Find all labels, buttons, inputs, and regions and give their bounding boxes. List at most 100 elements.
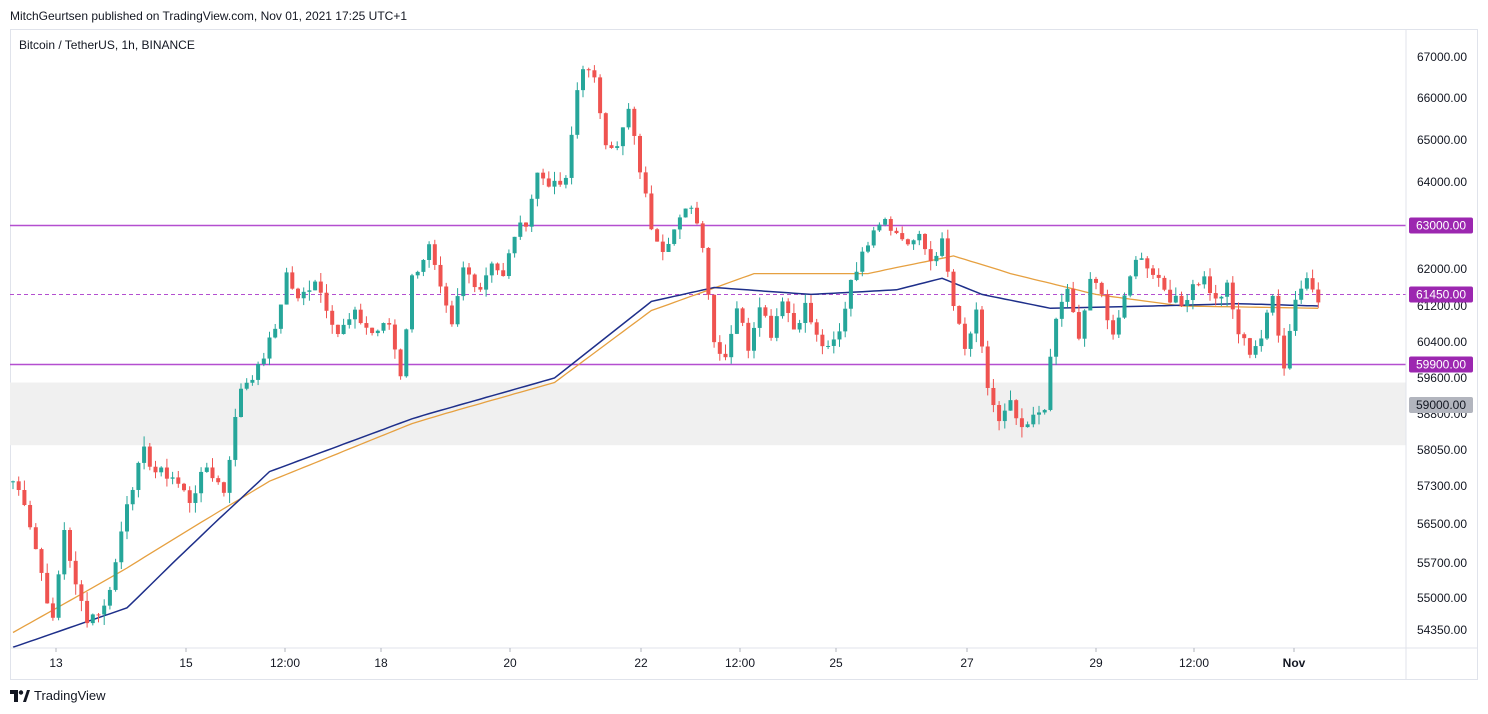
- candle: [797, 319, 802, 333]
- candle: [1094, 276, 1098, 290]
- candle: [1139, 252, 1144, 260]
- y-tick-label: 55700.00: [1417, 556, 1467, 570]
- candle-body: [506, 253, 511, 277]
- candle-body: [478, 287, 483, 290]
- candle-body: [484, 275, 489, 290]
- candle: [1173, 287, 1178, 304]
- candle: [586, 67, 591, 78]
- candle: [803, 294, 808, 333]
- candle: [1316, 282, 1321, 308]
- candle: [432, 239, 437, 270]
- candle-body: [1230, 282, 1235, 310]
- y-tick-label: 55000.00: [1417, 591, 1467, 605]
- candle-body: [392, 324, 397, 350]
- candle-body: [142, 446, 147, 463]
- candle: [1082, 309, 1087, 347]
- candle-body: [375, 330, 380, 334]
- candle: [324, 284, 329, 319]
- candle: [398, 348, 403, 380]
- candle-body: [11, 481, 15, 483]
- candle-body: [353, 309, 357, 320]
- candle-body: [73, 560, 78, 585]
- candle-body: [866, 245, 870, 252]
- candle-body: [991, 387, 996, 406]
- candle: [1299, 280, 1304, 305]
- candle: [991, 379, 996, 413]
- x-tick-label: 20: [503, 656, 517, 670]
- candle: [695, 201, 699, 225]
- candle-body: [740, 308, 745, 323]
- candle: [1162, 275, 1167, 292]
- candle-body: [85, 600, 90, 624]
- candle: [729, 325, 734, 364]
- candle-body: [512, 236, 517, 254]
- candle-body: [1173, 295, 1178, 303]
- candle-body: [1253, 346, 1258, 355]
- candle: [677, 214, 682, 239]
- candle-body: [729, 333, 734, 358]
- candle-body: [1259, 338, 1264, 347]
- candle-body: [244, 382, 249, 389]
- candle-body: [370, 327, 375, 334]
- candle-body: [1276, 295, 1281, 336]
- candle: [1145, 256, 1150, 278]
- candle-body: [1287, 330, 1292, 369]
- candle: [1242, 332, 1247, 346]
- candle-body: [643, 172, 648, 194]
- candle-body: [119, 531, 124, 563]
- candle-body: [928, 249, 933, 262]
- price-label-zone: 59000.00: [1409, 397, 1473, 413]
- candle-body: [1242, 334, 1247, 339]
- candle: [267, 331, 272, 366]
- candle: [11, 480, 15, 490]
- candle: [1076, 304, 1081, 341]
- candle: [147, 443, 152, 471]
- candle-body: [307, 290, 312, 292]
- candle: [261, 352, 266, 367]
- candle: [672, 229, 677, 246]
- ma-fast-line: [12, 277, 1319, 648]
- candle: [1276, 289, 1281, 343]
- candle: [1190, 279, 1195, 310]
- candle: [461, 261, 466, 301]
- candle-body: [347, 319, 352, 325]
- candle: [16, 476, 21, 496]
- candle-body: [1111, 320, 1116, 335]
- candle: [546, 171, 551, 188]
- candle-body: [848, 279, 853, 309]
- candle: [883, 217, 888, 227]
- candle: [1270, 294, 1275, 316]
- candle-body: [1099, 282, 1104, 295]
- candle: [1059, 293, 1064, 327]
- candle-body: [575, 90, 580, 135]
- candle: [632, 106, 637, 145]
- candle-body: [193, 493, 198, 503]
- candle-body: [985, 346, 990, 388]
- candle: [1002, 403, 1007, 429]
- candle-body: [501, 270, 506, 277]
- candle: [90, 613, 95, 626]
- candle: [1128, 275, 1133, 298]
- candle-body: [444, 286, 449, 306]
- candle: [888, 216, 893, 236]
- candle: [68, 527, 72, 568]
- y-tick-label: 67000.00: [1417, 50, 1467, 64]
- candle: [985, 340, 990, 396]
- chart-frame: [10, 29, 1478, 680]
- footer-brand[interactable]: TradingView: [10, 688, 106, 703]
- candle-body: [1008, 400, 1013, 411]
- candle-body: [837, 331, 842, 340]
- candle-body: [905, 239, 910, 245]
- candle-body: [940, 238, 945, 256]
- candle-body: [700, 223, 705, 248]
- candle: [484, 267, 489, 297]
- candle: [28, 500, 33, 530]
- candle: [233, 408, 238, 467]
- candle: [176, 470, 181, 488]
- candle: [809, 295, 813, 325]
- candle-body: [455, 296, 460, 325]
- candle: [826, 340, 831, 350]
- y-tick-label: 59600.00: [1417, 371, 1467, 385]
- candle: [940, 232, 945, 258]
